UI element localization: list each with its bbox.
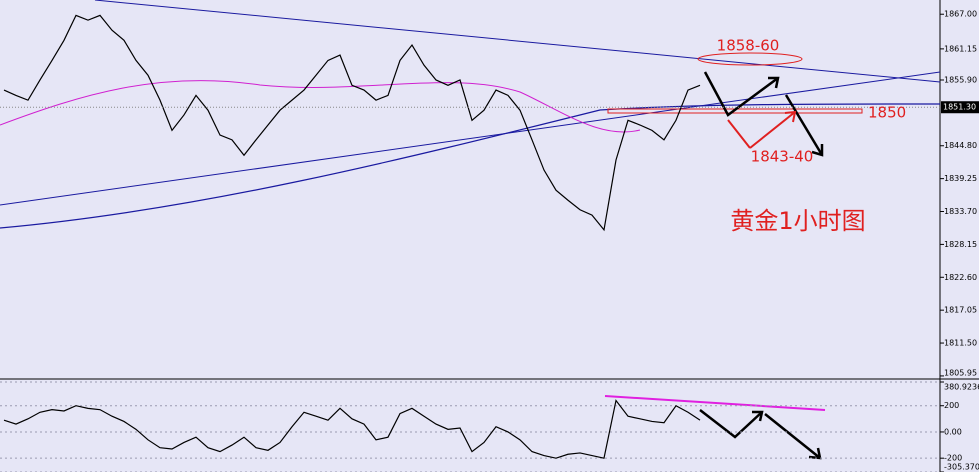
y-tick-label: -200 xyxy=(944,454,962,463)
annotation: 1858-60 xyxy=(717,37,780,55)
divergence-line xyxy=(604,395,826,411)
moving-average xyxy=(0,103,941,229)
y-tick-label: -305.370 xyxy=(944,463,979,472)
price-box xyxy=(941,101,979,114)
chart-title: 黄金1小时图 xyxy=(730,207,865,235)
y-tick-label: 1855.90 xyxy=(944,75,977,84)
y-tick-label: 200 xyxy=(944,401,959,410)
y-tick-label: 380.9236 xyxy=(944,383,979,392)
y-tick-label: 1833.70 xyxy=(944,207,977,216)
annotation: 1843-40 xyxy=(751,148,814,166)
y-tick-label: 1817.05 xyxy=(944,306,977,315)
annotation: 1850 xyxy=(868,104,906,122)
y-tick-label: 1844.80 xyxy=(944,141,977,150)
y-tick-label: 1822.60 xyxy=(944,273,977,282)
y-tick-label: 1839.25 xyxy=(944,174,977,183)
y-tick-label: 0.00 xyxy=(944,427,962,436)
moving-average xyxy=(0,80,641,133)
trend-line xyxy=(94,0,941,83)
y-tick-label: 1867.00 xyxy=(944,10,977,19)
price-label: 1851.30 xyxy=(943,103,976,112)
y-tick-label: 1811.50 xyxy=(944,339,977,348)
y-tick-label: 1805.95 xyxy=(944,369,977,378)
target-arrows xyxy=(727,110,797,149)
price-line xyxy=(3,399,701,459)
forecast-arrows xyxy=(699,71,824,460)
y-tick-label: 1861.15 xyxy=(944,44,977,53)
y-tick-label: 1828.15 xyxy=(944,240,977,249)
zone-ellipse xyxy=(697,52,803,66)
price-line xyxy=(3,14,701,232)
trend-line xyxy=(0,71,941,206)
